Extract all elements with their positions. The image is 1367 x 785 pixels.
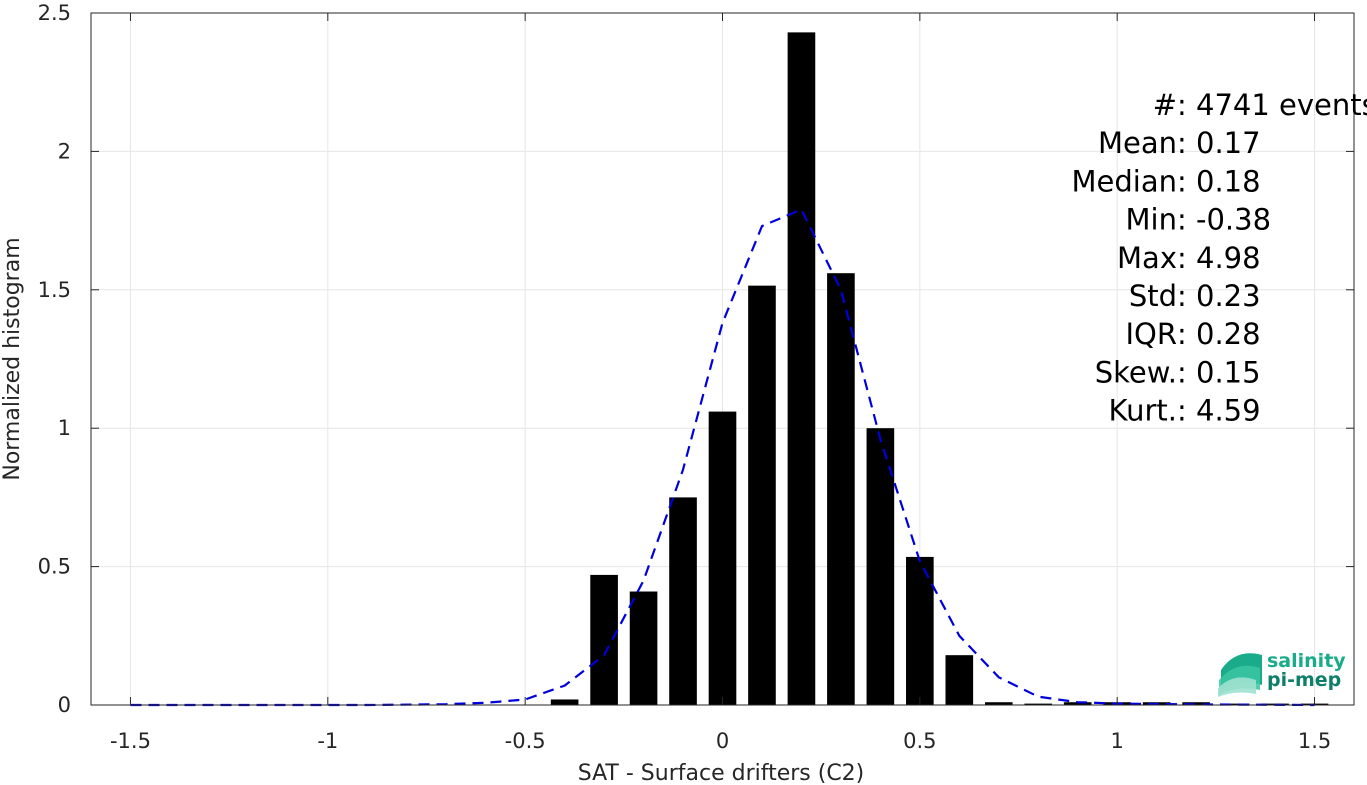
bar xyxy=(1221,703,1250,705)
bar xyxy=(787,32,816,706)
salinity-pi-mep-logo: salinity pi-mep xyxy=(1218,650,1346,697)
logo-emblem-icon xyxy=(1218,653,1262,697)
bar xyxy=(590,574,618,705)
logo-line1: salinity xyxy=(1267,650,1346,672)
stat-label: Skew. xyxy=(1095,355,1177,389)
stat-line: Skew. : 0.15 xyxy=(1095,355,1261,389)
fit-curve-group xyxy=(130,208,1315,707)
bar xyxy=(827,273,855,705)
stat-line: Kurt. : 4.59 xyxy=(1109,394,1261,428)
stat-value: : 0.18 xyxy=(1177,164,1261,198)
x-tick-label: -1.5 xyxy=(110,729,151,753)
x-tick-label: -1 xyxy=(317,729,338,753)
y-tick-label: 1 xyxy=(58,416,71,440)
stat-line: Median : 0.18 xyxy=(1072,164,1261,198)
bar xyxy=(748,285,776,705)
stat-value: : 0.23 xyxy=(1177,279,1261,313)
stat-value: : 4741 events xyxy=(1177,88,1367,122)
stat-value: : 4.59 xyxy=(1177,394,1261,428)
logo-line2: pi-mep xyxy=(1267,669,1341,691)
stat-line: IQR : 0.28 xyxy=(1125,317,1260,351)
x-tick-label: 0.5 xyxy=(903,729,936,753)
bar xyxy=(866,428,895,705)
stat-value: : 0.15 xyxy=(1177,355,1261,389)
x-tick-label: 1.5 xyxy=(1298,729,1331,753)
bar xyxy=(1182,702,1210,705)
stat-value: : 4.98 xyxy=(1177,241,1261,275)
x-tick-label: 1 xyxy=(1111,729,1124,753)
y-tick-label: 1.5 xyxy=(38,278,71,302)
stat-line: Max : 4.98 xyxy=(1117,241,1261,275)
bar xyxy=(906,556,934,705)
stat-label: Min xyxy=(1126,203,1177,237)
stat-label: Kurt. xyxy=(1109,394,1177,428)
stat-value: : -0.38 xyxy=(1177,203,1271,237)
stat-label: IQR xyxy=(1125,317,1177,351)
x-tick-label: -0.5 xyxy=(505,729,546,753)
stat-line: Mean : 0.17 xyxy=(1098,126,1261,160)
y-axis-label: Normalized histogram xyxy=(0,237,25,480)
stat-label: Median xyxy=(1072,164,1177,198)
bars-group xyxy=(550,32,1329,706)
stat-line: Min : -0.38 xyxy=(1126,203,1272,237)
x-tick-label: 0 xyxy=(716,729,729,753)
y-tick-label: 2.5 xyxy=(38,1,71,25)
bar xyxy=(984,702,1013,705)
bar xyxy=(708,411,737,705)
stat-label: Std xyxy=(1129,279,1177,313)
stat-line: Std : 0.23 xyxy=(1129,279,1261,313)
y-tick-label: 2 xyxy=(58,139,71,163)
stat-value: : 0.17 xyxy=(1177,126,1261,160)
stat-label: # xyxy=(1153,88,1177,122)
bar xyxy=(550,699,579,705)
bar xyxy=(945,655,974,705)
x-axis-label: SAT - Surface drifters (C2) xyxy=(578,761,865,785)
stat-label: Mean xyxy=(1098,126,1177,160)
y-tick-label: 0 xyxy=(58,693,71,717)
stat-value: : 0.28 xyxy=(1177,317,1261,351)
bar xyxy=(1063,702,1092,705)
bar xyxy=(669,497,697,705)
bar xyxy=(629,591,658,705)
y-tick-labels: 0 0.5 1 1.5 2 2.5 xyxy=(38,1,1354,717)
stat-label: Max xyxy=(1117,241,1177,275)
y-tick-label: 0.5 xyxy=(38,555,71,579)
x-tick-labels: -1.5 -1 -0.5 0 0.5 1 1.5 xyxy=(110,13,1331,753)
fit-curve-line xyxy=(130,208,1315,707)
bar xyxy=(1024,703,1053,705)
stat-line: # : 4741 events xyxy=(1153,88,1367,122)
